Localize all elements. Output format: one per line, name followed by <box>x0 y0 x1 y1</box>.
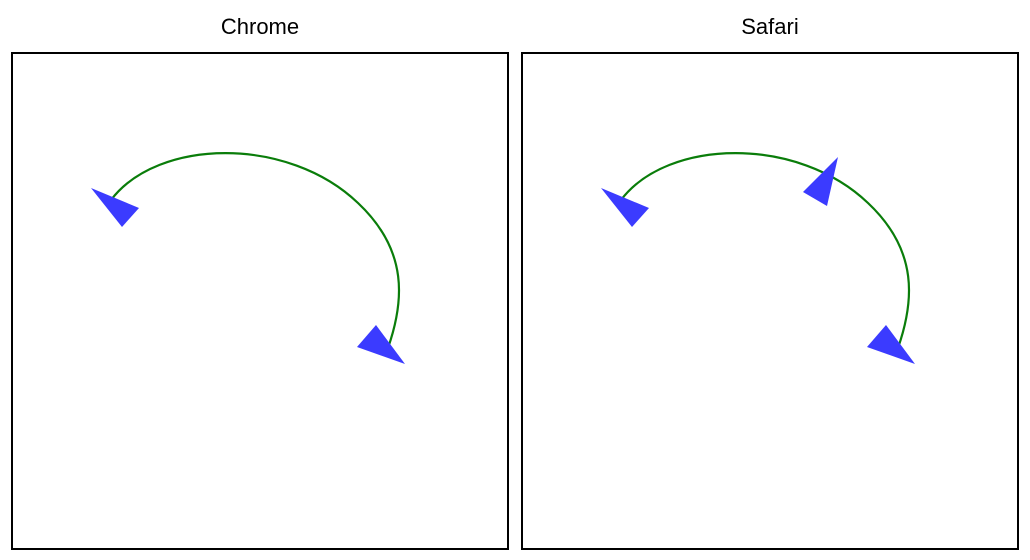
safari-end-marker <box>867 325 915 364</box>
safari-arc-path <box>620 152 911 349</box>
safari-canvas-frame <box>521 52 1019 550</box>
chrome-panel-title: Chrome <box>220 14 300 39</box>
chrome-start-marker <box>91 188 139 227</box>
chrome-canvas-frame <box>11 52 509 550</box>
safari-mid-marker <box>803 157 838 206</box>
safari-start-marker <box>601 188 649 227</box>
chrome-arc-path <box>110 152 401 349</box>
safari-panel: Safari <box>521 0 1019 560</box>
safari-arc-diagram <box>601 152 915 364</box>
safari-panel-title: Safari <box>741 14 799 39</box>
chrome-arc-diagram <box>91 152 405 364</box>
chrome-end-marker <box>357 325 405 364</box>
chrome-panel: Chrome <box>11 0 509 560</box>
